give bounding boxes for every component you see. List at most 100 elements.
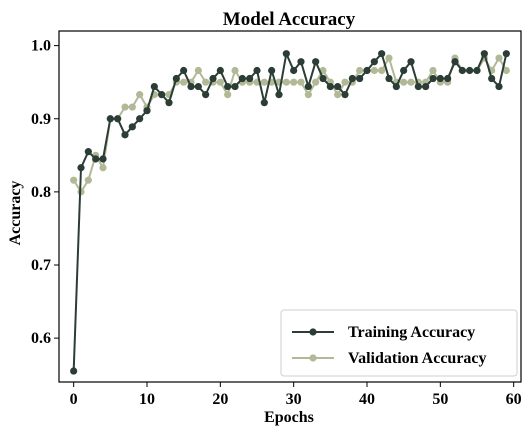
data-point xyxy=(172,74,180,83)
data-point xyxy=(363,66,371,75)
data-point xyxy=(290,66,298,75)
data-point xyxy=(407,58,415,66)
data-point xyxy=(400,66,408,75)
data-point xyxy=(202,91,210,99)
data-point xyxy=(209,74,217,83)
data-point xyxy=(451,58,459,66)
axis-ticks: 0 10 20 30 40 50 60 0.6 0.7 0.8 0.9 1.0 xyxy=(31,38,522,408)
data-point xyxy=(84,176,92,184)
data-point xyxy=(84,148,92,156)
data-point xyxy=(378,66,386,75)
data-point xyxy=(414,82,422,91)
y-tick-label: 0.9 xyxy=(31,111,51,128)
data-point xyxy=(216,78,224,86)
data-point xyxy=(436,74,444,83)
data-point xyxy=(143,107,151,115)
data-point xyxy=(128,103,136,111)
data-point xyxy=(488,74,496,83)
data-point xyxy=(378,50,386,58)
data-point xyxy=(136,115,144,123)
data-point xyxy=(392,82,400,91)
data-point xyxy=(238,74,246,83)
data-point xyxy=(348,74,356,83)
chart-title: Model Accuracy xyxy=(223,9,356,30)
data-point xyxy=(70,367,78,375)
data-point xyxy=(260,99,268,107)
y-tick-label: 0.7 xyxy=(31,257,51,274)
data-point xyxy=(304,82,312,91)
data-point xyxy=(466,66,474,75)
data-point xyxy=(495,54,503,62)
data-point xyxy=(407,78,415,86)
data-point xyxy=(319,74,327,83)
data-point xyxy=(495,82,503,91)
data-point xyxy=(312,78,320,86)
x-tick-label: 20 xyxy=(212,391,228,408)
legend-swatch-marker xyxy=(309,354,317,362)
data-point xyxy=(165,99,173,107)
data-point xyxy=(334,91,342,99)
data-point xyxy=(341,78,349,86)
data-point xyxy=(231,82,239,91)
data-point xyxy=(275,91,283,99)
x-tick-label: 0 xyxy=(70,391,78,408)
x-tick-label: 50 xyxy=(432,391,448,408)
data-point xyxy=(326,82,334,91)
data-point xyxy=(429,66,437,75)
legend-box xyxy=(280,309,518,377)
data-point xyxy=(246,74,254,83)
data-point xyxy=(224,82,232,91)
legend-label: Training Accuracy xyxy=(348,324,475,341)
plot-area xyxy=(58,30,522,383)
data-point xyxy=(99,164,107,172)
data-point xyxy=(341,91,349,99)
x-axis-label: Epochs xyxy=(264,409,314,426)
data-point xyxy=(70,176,78,184)
data-point xyxy=(187,82,195,91)
x-tick-label: 10 xyxy=(139,391,155,408)
data-point xyxy=(282,78,290,86)
data-point xyxy=(268,66,276,75)
data-point xyxy=(260,78,268,86)
y-axis-label: Accuracy xyxy=(7,181,24,246)
data-point xyxy=(502,50,510,58)
data-point xyxy=(297,58,305,66)
data-point xyxy=(194,82,202,91)
x-tick-label: 60 xyxy=(506,391,522,408)
data-point xyxy=(370,66,378,75)
data-point xyxy=(290,78,298,86)
y-tick-label: 0.8 xyxy=(31,184,51,201)
data-point xyxy=(458,66,466,75)
series-validation xyxy=(70,54,510,196)
data-point xyxy=(158,91,166,99)
legend: Training Accuracy Validation Accuracy xyxy=(280,309,518,377)
data-point xyxy=(121,131,129,139)
data-point xyxy=(202,78,210,86)
data-point xyxy=(370,58,378,66)
data-point xyxy=(304,91,312,99)
data-point xyxy=(92,155,100,163)
data-point xyxy=(385,74,393,83)
data-point xyxy=(502,66,510,75)
data-point xyxy=(312,58,320,66)
data-point xyxy=(444,74,452,83)
data-point xyxy=(480,50,488,58)
data-point xyxy=(180,78,188,86)
y-tick-label: 1.0 xyxy=(31,38,51,55)
data-point xyxy=(297,78,305,86)
data-point xyxy=(106,115,114,123)
x-tick-label: 30 xyxy=(286,391,302,408)
data-point xyxy=(356,74,364,83)
legend-label: Validation Accuracy xyxy=(348,350,487,367)
data-point xyxy=(99,155,107,163)
data-point xyxy=(194,66,202,75)
data-point xyxy=(128,123,136,131)
series-layer xyxy=(70,50,510,375)
data-point xyxy=(231,66,239,75)
data-point xyxy=(385,54,393,62)
data-point xyxy=(253,66,261,75)
data-point xyxy=(216,66,224,75)
data-point xyxy=(77,164,85,172)
data-point xyxy=(150,82,158,91)
